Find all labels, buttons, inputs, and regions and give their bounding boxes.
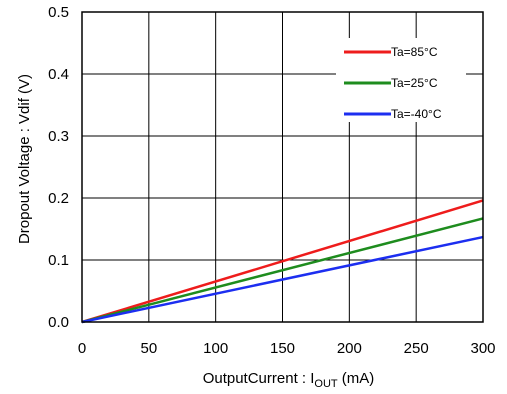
legend-label-2: Ta=25°C <box>391 76 438 90</box>
x-tick-label: 50 <box>140 340 157 357</box>
x-axis-title-subscript: OUT <box>314 378 338 390</box>
x-tick-label: 200 <box>337 340 362 357</box>
legend-label-3: Ta=-40°C <box>391 107 442 121</box>
series-line-1 <box>81 199 484 324</box>
series-line-3 <box>81 235 484 324</box>
y-tick-labels: 0.0 0.1 0.2 0.3 0.4 0.5 <box>48 4 69 331</box>
x-tick-label: 250 <box>404 340 429 357</box>
x-tick-label: 300 <box>470 340 495 357</box>
legend-label-1: Ta=85°C <box>391 45 438 59</box>
x-axis-title-unit: (mA) <box>338 370 375 387</box>
x-tick-labels: 0 50 100 150 200 250 300 <box>78 340 496 357</box>
x-tick-label: 150 <box>270 340 295 357</box>
y-tick-label: 0.1 <box>48 252 69 269</box>
x-axis-title: OutputCurrent : IOUT (mA) <box>203 370 375 390</box>
series-lines <box>81 199 484 324</box>
y-tick-label: 0.2 <box>48 190 69 207</box>
y-tick-label: 0.0 <box>48 314 69 331</box>
y-tick-label: 0.4 <box>48 66 69 83</box>
y-axis-title: Dropout Voltage : Vdif (V) <box>16 74 33 244</box>
plot-frame <box>81 11 484 323</box>
y-tick-label: 0.5 <box>48 4 69 21</box>
x-tick-label: 0 <box>78 340 86 357</box>
x-tick-label: 100 <box>203 340 228 357</box>
legend: Ta=85°C Ta=25°C Ta=-40°C <box>336 38 466 122</box>
y-tick-label: 0.3 <box>48 128 69 145</box>
x-axis-title-main: OutputCurrent : I <box>203 370 315 387</box>
series-line-2 <box>81 217 484 324</box>
